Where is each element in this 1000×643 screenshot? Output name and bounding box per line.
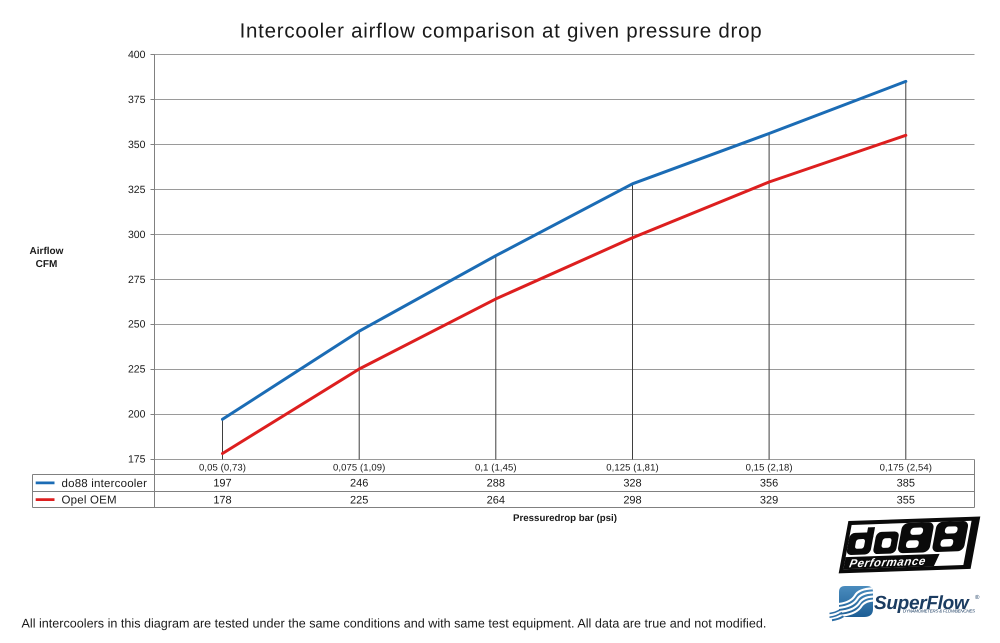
- svg-text:CFM: CFM: [36, 259, 58, 270]
- svg-text:Pressuredrop bar (psi): Pressuredrop bar (psi): [513, 513, 617, 524]
- svg-text:175: 175: [128, 454, 146, 466]
- svg-text:275: 275: [128, 274, 146, 286]
- svg-text:Intercooler airflow comparison: Intercooler airflow comparison at given …: [240, 20, 763, 43]
- svg-text:400: 400: [128, 49, 146, 61]
- svg-text:SuperFlow: SuperFlow: [874, 593, 970, 614]
- svg-text:264: 264: [487, 494, 505, 506]
- svg-text:All intercoolers in this diagr: All intercoolers in this diagram are tes…: [22, 617, 767, 631]
- svg-text:0,1 (1,45): 0,1 (1,45): [475, 463, 517, 474]
- svg-text:225: 225: [128, 364, 146, 376]
- svg-text:197: 197: [213, 478, 231, 490]
- svg-text:385: 385: [897, 478, 915, 490]
- svg-text:328: 328: [623, 478, 641, 490]
- svg-text:350: 350: [128, 139, 146, 151]
- svg-text:Performance: Performance: [848, 556, 927, 571]
- svg-text:300: 300: [128, 229, 146, 241]
- svg-text:298: 298: [623, 494, 641, 506]
- svg-text:225: 225: [350, 494, 368, 506]
- svg-text:250: 250: [128, 319, 146, 331]
- svg-text:do88 intercooler: do88 intercooler: [62, 478, 148, 490]
- svg-text:200: 200: [128, 409, 146, 421]
- svg-text:288: 288: [487, 478, 505, 490]
- svg-text:0,175 (2,54): 0,175 (2,54): [880, 463, 932, 474]
- svg-text:0,075 (1,09): 0,075 (1,09): [333, 463, 385, 474]
- svg-text:375: 375: [128, 94, 146, 106]
- svg-text:Airflow: Airflow: [30, 246, 64, 257]
- svg-text:0,125 (1,81): 0,125 (1,81): [606, 463, 658, 474]
- svg-text:0,15 (2,18): 0,15 (2,18): [746, 463, 793, 474]
- svg-text:DYNAMOMETERS & FLOWBENCHES: DYNAMOMETERS & FLOWBENCHES: [903, 609, 975, 614]
- svg-text:178: 178: [213, 494, 231, 506]
- svg-text:355: 355: [897, 494, 915, 506]
- svg-text:®: ®: [975, 594, 980, 601]
- svg-text:0,05 (0,73): 0,05 (0,73): [199, 463, 246, 474]
- svg-text:329: 329: [760, 494, 778, 506]
- svg-text:246: 246: [350, 478, 368, 490]
- svg-text:325: 325: [128, 184, 146, 196]
- svg-text:356: 356: [760, 478, 778, 490]
- svg-text:Opel OEM: Opel OEM: [62, 494, 117, 506]
